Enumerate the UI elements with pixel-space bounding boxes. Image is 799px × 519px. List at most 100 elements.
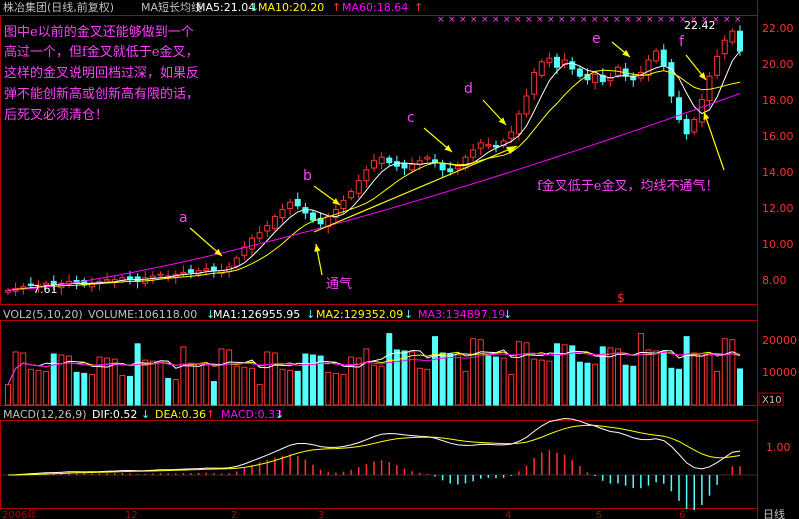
candle-body [569, 61, 576, 70]
volume-ma1: MA1:126955.95 [213, 308, 300, 321]
time-axis-label: 2 [231, 510, 237, 519]
volume-bar [294, 370, 301, 406]
annotation-arrows [189, 41, 725, 276]
time-axis-label: 3 [318, 510, 324, 519]
candle-body [493, 145, 499, 148]
x-marker-icon: × [580, 15, 588, 25]
note-line: 后死叉必须清仓！ [4, 108, 108, 123]
volume-bar [287, 369, 294, 406]
volume-bar [279, 368, 286, 406]
arrow-tongqi-head-icon [314, 244, 321, 252]
arrow-d-head-icon [498, 117, 506, 125]
candle-body [5, 289, 11, 293]
indicator-name: MA短长均线 [141, 0, 202, 14]
volume-bar [599, 346, 606, 406]
volume-bar [172, 379, 179, 406]
annotation-note: 图中e以前的金叉还能够做到一个 高过一个，但f金叉就低于e金叉， 这样的金叉说明… [4, 24, 199, 123]
volume-bar [325, 371, 332, 406]
volume-bar [73, 371, 80, 406]
candle-body [477, 142, 484, 149]
candle-body [462, 156, 469, 169]
x-marker-icon: × [613, 15, 621, 25]
volume-bar [203, 364, 210, 406]
volume-bar [371, 364, 377, 406]
arrow-f-head-icon [698, 72, 706, 80]
price-tick-label: 14.00 [762, 166, 794, 179]
candle-body [249, 237, 255, 250]
macd-tick-label: 1.00 [766, 441, 791, 454]
volume-bar [676, 368, 682, 406]
price-tick-label: 12.00 [762, 202, 794, 215]
price-tick-label: 16.00 [762, 130, 794, 143]
volume-bar [554, 343, 560, 406]
volume-bar [454, 354, 461, 406]
dif-line [7, 417, 741, 476]
volume-bar [27, 368, 34, 406]
ma60-value: MA60:18.64 [342, 1, 408, 14]
ma3-down-arrow-icon: ↓ [503, 308, 512, 321]
signal-letter-c: c [407, 110, 415, 126]
candle-body [737, 30, 743, 52]
x-marker-icon: × [437, 15, 445, 25]
arrow-e-head-icon [622, 49, 630, 57]
volume-bar [470, 338, 477, 406]
volume-bar [58, 354, 65, 406]
candle-body [180, 271, 187, 275]
volume-bar [393, 349, 400, 406]
note-line: 弹不能创新高或创新高有限的话， [4, 86, 199, 102]
volume-bar [698, 353, 705, 406]
candle-body [554, 56, 560, 68]
volume-bar [12, 351, 19, 406]
signal-letter-d: d [464, 81, 473, 97]
candle-body [676, 97, 682, 120]
high-price-label: 22.42 [684, 19, 716, 32]
x-marker-icon: × [712, 15, 720, 25]
candle-body [188, 269, 194, 273]
candle-body [599, 74, 606, 83]
macd-value: MACD:0.33 [221, 408, 282, 421]
ma5-value: MA5:21.04 [196, 1, 255, 14]
volume-bar [721, 338, 728, 406]
volume-value: VOLUME:106118.00 [88, 308, 197, 321]
volume-bar [348, 356, 355, 406]
dollar-marker: $ [617, 291, 625, 305]
volume-bar [233, 365, 240, 406]
x-marker-icon: × [624, 15, 632, 25]
volume-bar [241, 366, 248, 406]
volume-tick-label: 20000 [762, 334, 797, 347]
volume-bar [645, 349, 652, 406]
low-price-label: 7.61 [33, 283, 58, 296]
volume-unit-box [758, 392, 784, 406]
volume-bar [592, 363, 599, 406]
volume-bar [447, 353, 454, 406]
volume-bar [226, 349, 233, 406]
volume-bar [622, 364, 629, 406]
volume-bar [81, 372, 88, 406]
x-marker-icon: × [503, 15, 511, 25]
note-line: 图中e以前的金叉还能够做到一个 [4, 24, 194, 40]
candle-body [355, 180, 362, 194]
volume-bar [88, 373, 95, 406]
arrow-a-head-icon [214, 248, 222, 256]
volume-bar [157, 361, 164, 406]
x-marker-icon: × [679, 15, 687, 25]
volume-bar [691, 352, 698, 406]
x-marker-icon: × [514, 15, 522, 25]
volume-bar [317, 355, 324, 406]
candle-body [294, 199, 301, 207]
volume-ma3-line [7, 351, 741, 385]
volume-bar [668, 367, 675, 406]
ma60-up-arrow-icon: ↑ [414, 1, 423, 14]
candle-body [714, 55, 721, 76]
candle-body [348, 190, 355, 199]
candle-body [447, 168, 454, 173]
x-marker-icon: × [525, 15, 533, 25]
signal-letter-b: b [303, 168, 312, 184]
x-marker-icon: × [690, 15, 698, 25]
volume-ma2: MA2:129352.09 [316, 308, 403, 321]
volume-indicator-name: VOL2(5,10,20) [3, 308, 83, 321]
price-tick-label: 22.00 [762, 22, 794, 35]
volume-bar [340, 373, 347, 406]
volume-bar [188, 362, 194, 406]
